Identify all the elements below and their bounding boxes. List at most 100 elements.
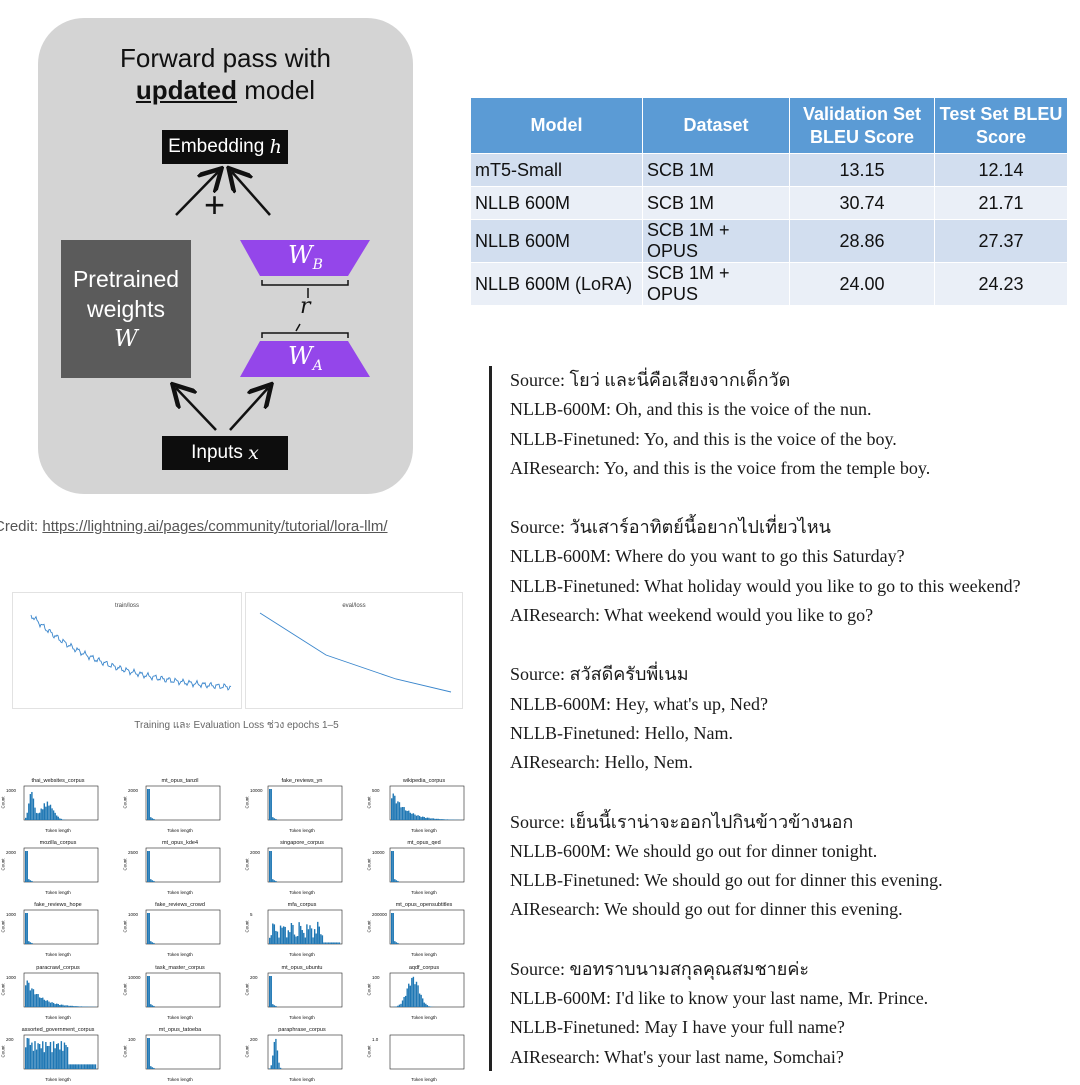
histogram-bar <box>427 818 428 820</box>
histogram-bar <box>89 1064 90 1069</box>
loss-caption: Training และ Evaluation Loss ช่วง epochs… <box>12 718 461 733</box>
histogram-bar <box>286 937 287 944</box>
histogram-bar <box>277 932 278 944</box>
histogram-bar <box>274 1005 275 1007</box>
histogram-bar <box>31 943 32 944</box>
histogram-bar <box>275 819 276 820</box>
histogram-bar <box>331 942 332 944</box>
histogram-bar <box>414 984 415 1007</box>
histogram-bar <box>34 808 35 820</box>
nllb-600m-line: NLLB-600M: Hey, what's up, Ned? <box>510 690 1078 719</box>
histogram-bar <box>339 942 340 944</box>
histogram-bar <box>150 1066 151 1069</box>
histogram-bar <box>30 942 31 944</box>
histogram-bar <box>414 815 415 820</box>
histogram-xlabel: Token length <box>384 952 464 957</box>
table-row: mT5-Small SCB 1M 13.15 12.14 <box>471 154 1068 187</box>
histogram-bar <box>41 1048 42 1069</box>
histogram-xlabel: Token length <box>18 828 98 833</box>
nllb-finetuned-line: NLLB-Finetuned: What holiday would you l… <box>510 572 1078 601</box>
lora-title: Forward pass with updated model <box>38 42 413 106</box>
histogram-bar <box>47 1000 48 1007</box>
translation-examples: Source: โยว่ และนี่คือเสียงจากเด็กวัด NL… <box>510 366 1078 1072</box>
source-line: Source: สวัสดีครับพี่เนม <box>510 660 1078 689</box>
histogram-bar <box>394 879 395 882</box>
histogram-bar <box>79 1006 80 1007</box>
histogram-bar <box>28 1038 29 1069</box>
histogram-bar <box>147 1038 148 1069</box>
histogram-xlabel: Token length <box>140 828 220 833</box>
histogram-bar <box>425 1004 426 1007</box>
histogram-bar <box>396 1006 397 1007</box>
histogram-xlabel: Token length <box>262 952 342 957</box>
histogram-bar <box>53 810 54 820</box>
histogram-bar <box>44 1000 45 1007</box>
train-loss-plot <box>13 593 241 708</box>
histogram-bar <box>25 851 26 882</box>
nllb-finetuned-line: NLLB-Finetuned: Hello, Nam. <box>510 719 1078 748</box>
histogram-bar <box>291 923 292 944</box>
col-header-validation-bleu: Validation Set BLEU Score <box>790 98 935 154</box>
histogram-bar <box>75 1064 76 1069</box>
histogram-bar <box>396 880 397 882</box>
histogram-bar <box>25 818 26 820</box>
nllb-finetuned-line: NLLB-Finetuned: May I have your full nam… <box>510 1013 1078 1042</box>
histogram-xlabel: Token length <box>262 890 342 895</box>
histogram-bar <box>33 989 34 1007</box>
histogram-bar <box>81 1006 82 1007</box>
table-header-row: Model Dataset Validation Set BLEU Score … <box>471 98 1068 154</box>
histogram-bar <box>149 913 150 944</box>
histogram-bar <box>37 1043 38 1069</box>
histogram-xlabel: Token length <box>384 890 464 895</box>
histogram-bar <box>326 942 327 944</box>
histogram-bar <box>28 983 29 1007</box>
histogram-bar <box>274 924 275 944</box>
histogram-bar <box>417 815 418 820</box>
histogram-bar <box>306 924 307 944</box>
credit-link[interactable]: https://lightning.ai/pages/community/tut… <box>42 518 387 535</box>
histogram-bar <box>314 929 315 944</box>
histogram-bar <box>73 1064 74 1069</box>
histogram-bar <box>39 813 40 820</box>
histogram-bar <box>41 809 42 820</box>
nllb-600m-line: NLLB-600M: We should go out for dinner t… <box>510 837 1078 866</box>
histogram-xlabel: Token length <box>384 1015 464 1020</box>
histogram-bar <box>54 813 55 820</box>
histogram-bar <box>405 810 406 820</box>
histogram-bar <box>59 1050 60 1069</box>
histogram-bar <box>149 789 150 820</box>
histogram-bar <box>439 819 440 820</box>
histogram-bar <box>53 1003 54 1007</box>
histogram-bar <box>336 942 337 944</box>
cell-dataset: SCB 1M <box>643 154 790 187</box>
histogram-bar <box>333 942 334 944</box>
histogram-bar <box>28 941 29 944</box>
histogram-bar <box>30 990 31 1007</box>
source-line: Source: ขอทราบนามสกุลคุณสมชายค่ะ <box>510 955 1078 984</box>
histogram-bar <box>51 1052 52 1069</box>
histogram-bar <box>27 913 28 944</box>
histogram-bar <box>82 1007 83 1008</box>
histogram-bar <box>58 1043 59 1069</box>
histogram-bar <box>37 994 38 1007</box>
histogram-bar <box>269 938 270 944</box>
histogram-bar <box>27 1038 28 1069</box>
histogram-bar <box>59 1005 60 1007</box>
cell-dataset: SCB 1M + OPUS <box>643 263 790 306</box>
vertical-divider <box>489 366 492 1071</box>
histogram-bar <box>281 928 282 944</box>
histogram-bar <box>280 1068 281 1069</box>
lora-title-updated: updated <box>136 75 237 105</box>
histogram-bar <box>278 938 279 944</box>
histogram-bar <box>147 789 148 820</box>
histogram-bar <box>442 819 443 820</box>
histogram-bar <box>413 813 414 820</box>
histogram-bar <box>436 819 437 820</box>
